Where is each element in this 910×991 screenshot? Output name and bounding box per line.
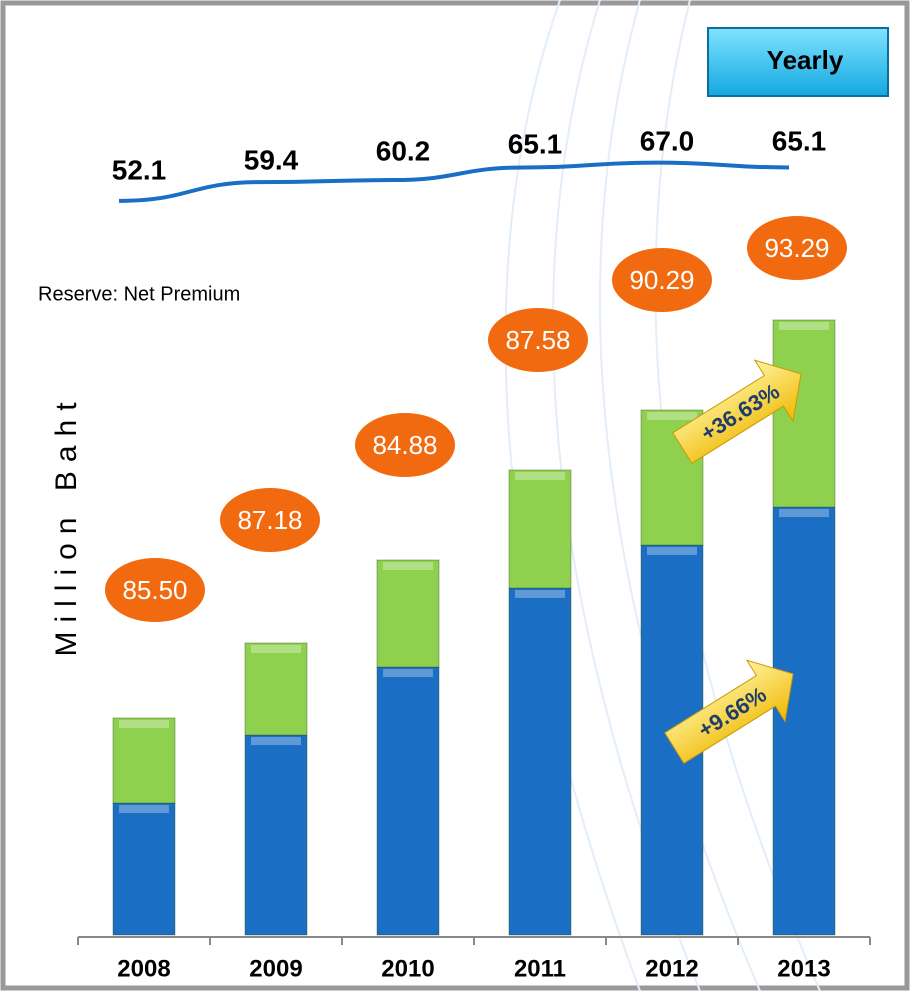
ratio-bubble (220, 488, 320, 552)
bar-segment (376, 666, 440, 936)
bar-highlight (383, 669, 433, 677)
button-box[interactable] (707, 27, 889, 97)
trend-line (118, 160, 790, 203)
x-tick-label: 2010 (381, 955, 434, 982)
bar-highlight (779, 322, 829, 330)
bar-segment (772, 319, 836, 508)
arrow-shape (672, 359, 802, 464)
bar-highlight (515, 590, 565, 598)
line-value-label: 59.4 (244, 144, 299, 175)
bar-segment (376, 559, 440, 668)
line-value-label: 67.0 (640, 125, 695, 156)
ratio-label: 93.29 (764, 233, 829, 263)
bar-highlight (119, 805, 169, 813)
x-tick-label: 2013 (777, 955, 830, 982)
bar-highlight (251, 737, 301, 745)
bar-highlight (383, 562, 433, 570)
ratio-label: 84.88 (372, 430, 437, 460)
y-axis-label: Million Baht (50, 393, 83, 656)
arrow-shape (664, 659, 794, 764)
line-value-label: 60.2 (376, 135, 431, 166)
bar-highlight (647, 547, 697, 555)
subtitle: Reserve: Net Premium (38, 283, 240, 305)
bar-segment (508, 469, 572, 589)
bar-highlight (647, 412, 697, 420)
line-value-label: 65.1 (772, 125, 827, 156)
bar-segment (244, 642, 308, 736)
ratio-bubble (612, 248, 712, 312)
ratio-bubble (488, 308, 588, 372)
ratio-label: 85.50 (122, 575, 187, 605)
ratio-label: 87.58 (505, 325, 570, 355)
bar-highlight (515, 472, 565, 480)
bar-segment (508, 587, 572, 936)
line-value-label: 65.1 (508, 128, 563, 159)
bar-highlight (119, 720, 169, 728)
bar-segment (244, 734, 308, 936)
bar-segment (112, 802, 176, 936)
ratio-bubble (747, 216, 847, 280)
ratio-bubble (105, 558, 205, 622)
line-value-label: 52.1 (112, 154, 167, 185)
yearly-button[interactable]: Yearly (707, 27, 889, 97)
bar-segment (772, 506, 836, 936)
bar-highlight (779, 509, 829, 517)
x-tick-label: 2012 (645, 955, 698, 982)
x-tick-label: 2011 (514, 955, 566, 982)
x-tick-label: 2008 (117, 955, 170, 982)
bar-segment (112, 717, 176, 804)
ratio-label: 87.18 (237, 505, 302, 535)
button-label[interactable]: Yearly (767, 45, 844, 75)
bar-highlight (251, 645, 301, 653)
ratio-label: 90.29 (629, 265, 694, 295)
ratio-bubble (355, 413, 455, 477)
x-tick-label: 2009 (249, 955, 302, 982)
